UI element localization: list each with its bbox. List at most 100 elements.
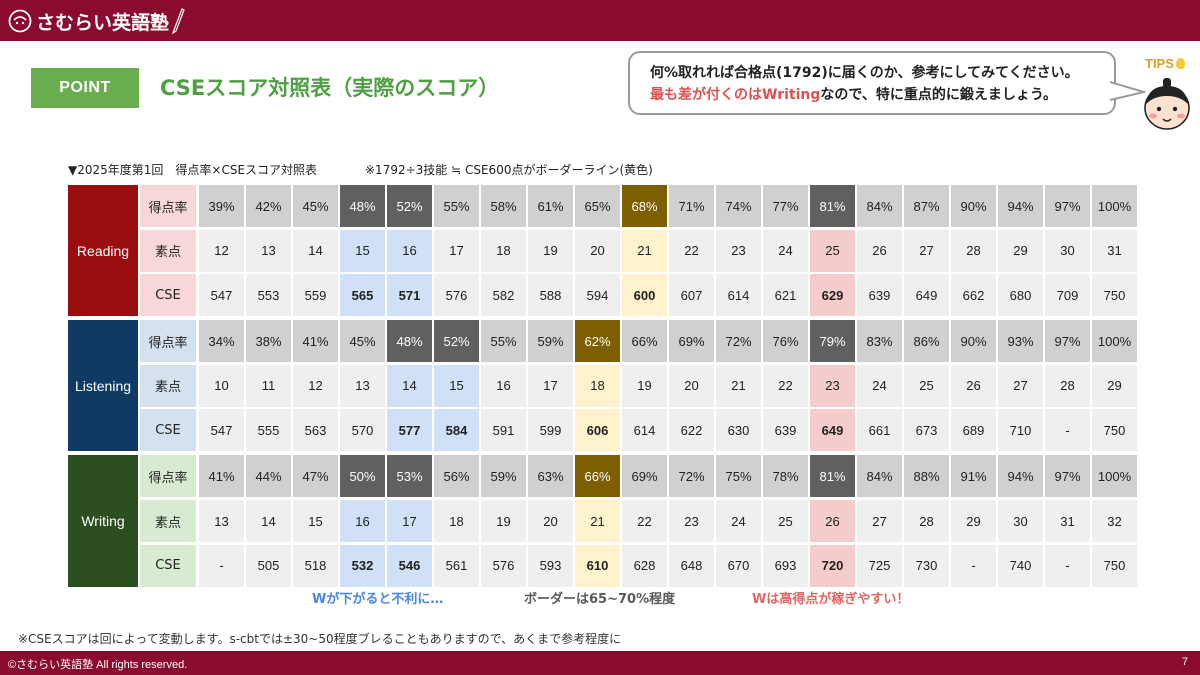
table-cell: 750 <box>1092 409 1137 452</box>
table-cell: 52% <box>387 185 432 227</box>
table-cell: 45% <box>293 185 338 227</box>
cse-score-table: 得点率 39% 42% 45% 48% 52% 55% 58% 61% 65% 68% 71% 74% 7… <box>68 185 1140 587</box>
table-cell: 47% <box>293 455 338 498</box>
table-cell: 584 <box>434 409 479 452</box>
table-cell: 48% <box>340 185 385 227</box>
table-cell: 15 <box>340 229 385 272</box>
row-label: 素点 <box>140 364 196 407</box>
table-cell: 607 <box>669 274 714 317</box>
table-cell: 13 <box>340 364 385 407</box>
table-cell: 10 <box>199 364 244 407</box>
table-cell: 26 <box>951 364 996 407</box>
table-cell: 565 <box>340 274 385 317</box>
row-label: CSE <box>140 409 196 452</box>
table-cell: 93% <box>998 320 1043 363</box>
table-cell: 576 <box>434 274 479 317</box>
table-cell: 547 <box>199 274 244 317</box>
table-cell: 78% <box>763 455 808 498</box>
table-cell: 614 <box>622 409 667 452</box>
table-cell: 670 <box>716 544 761 587</box>
table-cell: 630 <box>716 409 761 452</box>
table-cell: 83% <box>857 320 902 363</box>
table-cell: 629 <box>810 274 855 317</box>
table-cell: 58% <box>481 185 526 227</box>
table-cell: 75% <box>716 455 761 498</box>
table-cell: 16 <box>481 364 526 407</box>
table-cell: 55% <box>434 185 479 227</box>
table-cell: 23 <box>716 229 761 272</box>
table-cell: 66% <box>622 320 667 363</box>
copyright-text: ©さむらい英語塾 All rights reserved. <box>8 659 188 671</box>
table-cell: 79% <box>810 320 855 363</box>
table-cell: 15 <box>293 500 338 542</box>
table-cell: 100% <box>1092 455 1137 498</box>
table-cell: 31 <box>1045 500 1090 542</box>
note-writing-high: Wは高得点が稼ぎやすい！ <box>752 592 910 607</box>
table-cell: 563 <box>293 409 338 452</box>
section-label-listening: Listening <box>68 320 138 452</box>
table-cell: 27 <box>998 364 1043 407</box>
table-cell: 648 <box>669 544 714 587</box>
table-cell: 628 <box>622 544 667 587</box>
table-cell: 20 <box>669 364 714 407</box>
table-cell: - <box>951 544 996 587</box>
table-cell: 38% <box>246 320 291 363</box>
section-label-reading: Reading <box>68 185 138 317</box>
table-cell: 649 <box>810 409 855 452</box>
bubble-line-1: 何%取れれば合格点(1792)に届くのか、参考にしてみてください。 <box>650 65 1079 81</box>
table-cell: 72% <box>669 455 714 498</box>
table-cell: 97% <box>1045 185 1090 227</box>
table-cell: 28 <box>951 229 996 272</box>
tips-text: TIPS <box>1145 56 1174 71</box>
table-cell: 740 <box>998 544 1043 587</box>
table-cell: 23 <box>669 500 714 542</box>
footnote: ※CSEスコアは回によって変動します。s-cbtでは±30~50程度ブレることも… <box>18 632 622 646</box>
table-cell: 20 <box>528 500 573 542</box>
table-cell: 29 <box>998 229 1043 272</box>
table-cell: 32 <box>1092 500 1137 542</box>
table-cell: 532 <box>340 544 385 587</box>
point-badge: POINT <box>31 68 139 108</box>
lightbulb-icon <box>1175 58 1185 69</box>
table-cell: 30 <box>1045 229 1090 272</box>
border-line-note: ※1792÷3技能 ≒ CSE600点がボーダーライン(黄色) <box>365 163 653 177</box>
table-cell: 14 <box>293 229 338 272</box>
table-cell: 24 <box>716 500 761 542</box>
row-label: CSE <box>140 544 196 587</box>
top-banner: さむらい英語塾 <box>0 0 1200 41</box>
table-cell: 639 <box>857 274 902 317</box>
table-cell: 505 <box>246 544 291 587</box>
table-cell: 22 <box>669 229 714 272</box>
bubble-line-2: 最も差が付くのはWritingなので、特に重点的に鍛えましょう。 <box>650 84 1114 106</box>
row-label: 得点率 <box>140 185 196 227</box>
note-border: ボーダーは65~70%程度 <box>524 592 676 607</box>
table-cell: 680 <box>998 274 1043 317</box>
samurai-face-icon <box>1144 78 1190 130</box>
table-cell: 561 <box>434 544 479 587</box>
table-cell: 662 <box>951 274 996 317</box>
table-cell: 91% <box>951 455 996 498</box>
table-caption: ▼2025年度第1回 得点率×CSEスコア対照表 <box>68 163 318 177</box>
table-cell: 720 <box>810 544 855 587</box>
table-cell: 17 <box>387 500 432 542</box>
table-cell: 90% <box>951 185 996 227</box>
table-cell: 27 <box>857 500 902 542</box>
table-cell: 559 <box>293 274 338 317</box>
table-cell: 76% <box>763 320 808 363</box>
table-cell: 68% <box>622 185 667 227</box>
table-cell: 547 <box>199 409 244 452</box>
table-cell: 13 <box>199 500 244 542</box>
table-cell: 649 <box>904 274 949 317</box>
table-cell: 42% <box>246 185 291 227</box>
table-cell: 689 <box>951 409 996 452</box>
table-cell: 84% <box>857 455 902 498</box>
table-cell: 18 <box>434 500 479 542</box>
table-cell: 710 <box>998 409 1043 452</box>
table-cell: 22 <box>622 500 667 542</box>
table-cell: 730 <box>904 544 949 587</box>
table-cell: 661 <box>857 409 902 452</box>
table-cell: 553 <box>246 274 291 317</box>
table-cell: 97% <box>1045 320 1090 363</box>
table-cell: 90% <box>951 320 996 363</box>
table-cell: 25 <box>763 500 808 542</box>
